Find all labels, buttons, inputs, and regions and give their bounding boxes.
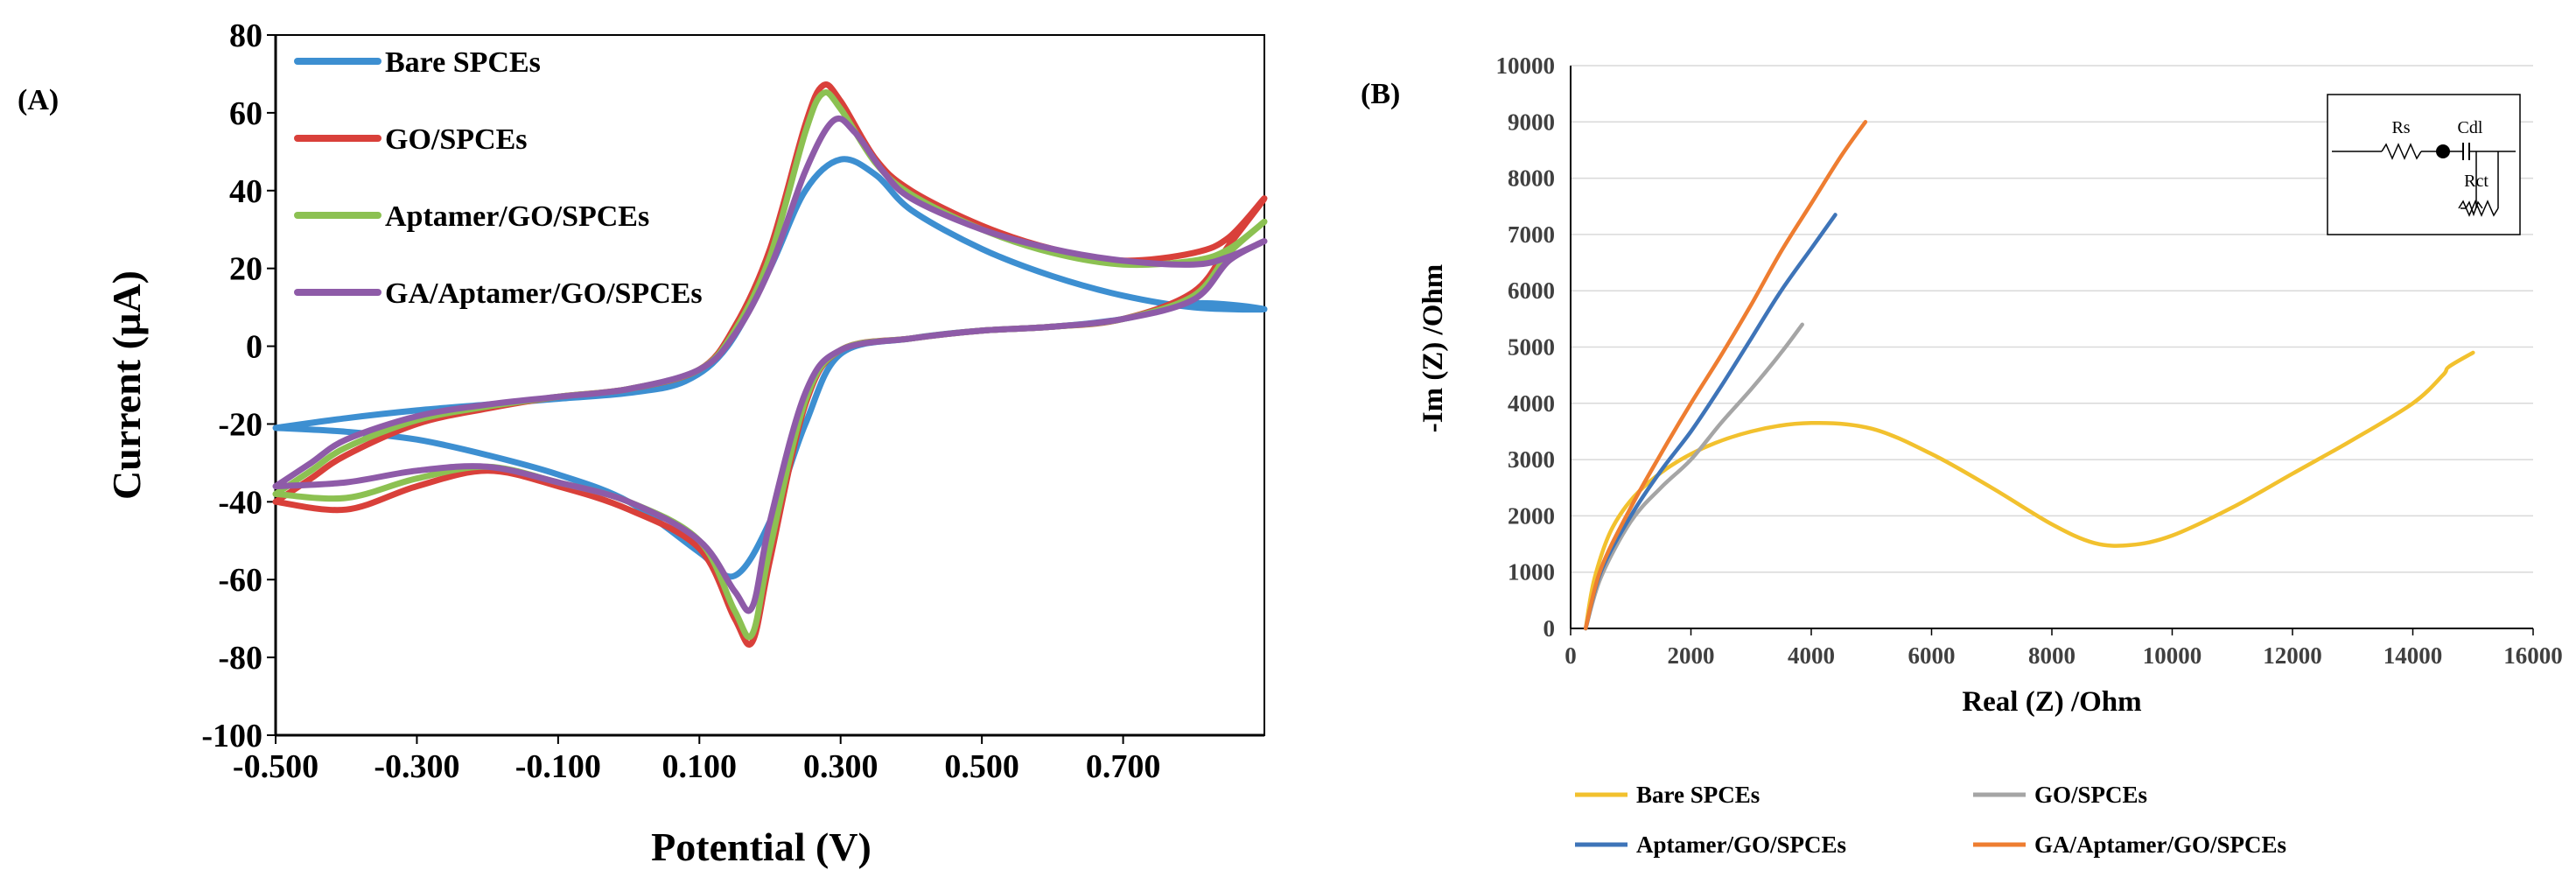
panel-b-xtick-label: 6000 <box>1908 642 1956 669</box>
inset-label-rs: Rs <box>2391 118 2410 137</box>
panel-a-xtick-label: -0.300 <box>374 748 459 785</box>
panel-b-ylabel: -Im (Z) /Ohm <box>1418 264 1449 433</box>
panel-a-xtick-label: 0.100 <box>662 748 738 785</box>
panel-a-legend-label-2: Aptamer/GO/SPCEs <box>385 200 649 233</box>
panel-a-series-line-3 <box>272 115 1268 614</box>
panel-b-legend-label-1: GO/SPCEs <box>2034 782 2147 808</box>
panel-b-y-ticks: 1000090008000700060005000400030002000100… <box>1496 53 1556 642</box>
panel-a-ytick-label: 0 <box>246 329 262 366</box>
panel-b-xtick-label: 14000 <box>2384 642 2443 669</box>
panel-a-xtick-label: 0.300 <box>803 748 878 785</box>
inset-frame <box>2327 94 2521 235</box>
panel-a-xlabel: Potential (V) <box>651 824 872 869</box>
inset-wire-bottom-left <box>2460 200 2483 217</box>
panel-a-ytick-label: -80 <box>218 640 262 677</box>
panel-a-ytick-label: -40 <box>218 484 262 521</box>
panel-a-xtick-label: -0.500 <box>233 748 318 785</box>
panel-a-ytick-label: -20 <box>218 406 262 443</box>
panel-a-legend: Bare SPCEs GO/SPCEs Aptamer/GO/SPCEs GA/Apt… <box>294 46 703 310</box>
inset-label-cdl: Cdl <box>2458 118 2483 137</box>
panel-a-legend-label-3: GA/Aptamer/GO/SPCEs <box>385 277 703 310</box>
panel-b-ytick-label: 3000 <box>1508 446 1555 473</box>
panel-b-ytick-label: 2000 <box>1508 502 1555 529</box>
panel-a-xtick-label: 0.700 <box>1086 748 1161 785</box>
panel-a-legend-label-0: Bare SPCEs <box>385 46 541 79</box>
panel-b-ytick-label: 9000 <box>1508 109 1555 135</box>
panel-b-legend-label-0: Bare SPCEs <box>1636 782 1760 808</box>
equivalent-circuit-inset: Rs Cdl Rct <box>2327 94 2521 235</box>
panel-a-ytick-label: 20 <box>229 251 262 288</box>
panel-b-series-line-2 <box>1583 213 1838 631</box>
panel-b-ytick-label: 5000 <box>1508 334 1555 361</box>
panel-a-xtick-label: -0.100 <box>515 748 601 785</box>
panel-a-ytick-label: 80 <box>229 18 262 54</box>
panel-b-ytick-label: 6000 <box>1508 277 1555 304</box>
panel-a-series <box>272 81 1268 648</box>
panel-b-legend-label-3: GA/Aptamer/GO/SPCEs <box>2034 831 2286 858</box>
inset-label-rct: Rct <box>2464 172 2488 191</box>
panel-a-y-ticks: 80 60 40 20 0 -20 -40 -60 -80 -100 <box>201 18 276 754</box>
panel-b-series-line-0 <box>1583 350 2475 631</box>
panel-b-ytick-label: 4000 <box>1508 390 1555 417</box>
panel-b-xtick-label: 0 <box>1564 642 1577 669</box>
panel-a-ytick-label: 40 <box>229 173 262 210</box>
panel-b-x-ticks: 0 2000 4000 6000 8000 10000 12000 14000 16000 <box>1564 628 2563 669</box>
panel-a-ylabel: Current (µA) <box>104 270 149 500</box>
panel-b-legend-label-2: Aptamer/GO/SPCEs <box>1636 831 1846 858</box>
panel-b-label: (B) <box>1361 78 1400 110</box>
panel-b-series-line-3 <box>1583 120 1868 631</box>
panel-b-xtick-label: 16000 <box>2503 642 2563 669</box>
panel-b-xtick-label: 4000 <box>1788 642 1835 669</box>
panel-a-label: (A) <box>18 84 59 116</box>
panel-a-legend-label-1: GO/SPCEs <box>385 123 527 156</box>
panel-b-ytick-label: 0 <box>1544 615 1556 642</box>
panel-b-ytick-label: 1000 <box>1508 559 1555 586</box>
panel-b-xtick-label: 12000 <box>2263 642 2322 669</box>
resistor-rct-icon <box>2458 200 2499 217</box>
resistor-rs-icon <box>2381 143 2422 160</box>
panel-b-xtick-label: 8000 <box>2028 642 2076 669</box>
panel-a-ytick-label: -100 <box>201 718 262 754</box>
panel-b: (B) 100009000800070006000500040003000200… <box>1361 53 2563 858</box>
panel-a-ytick-label: 60 <box>229 95 262 132</box>
panel-b-series <box>1583 120 2475 631</box>
panel-b-legend: Bare SPCEs GO/SPCEs Aptamer/GO/SPCEs GA/Apt… <box>1575 782 2286 858</box>
panel-b-ytick-label: 7000 <box>1508 221 1555 248</box>
panel-a-series-line-2 <box>272 89 1268 641</box>
panel-b-xlabel: Real (Z) /Ohm <box>1962 686 2141 718</box>
panel-b-ytick-label: 10000 <box>1496 53 1556 79</box>
panel-a-xtick-label: 0.500 <box>944 748 1019 785</box>
panel-a-ytick-label: -60 <box>218 562 262 599</box>
panel-b-ytick-label: 8000 <box>1508 165 1555 192</box>
panel-a: (A) 80 60 40 20 0 -20 -40 -60 -80 -100 -0.500 -0.3… <box>18 18 1268 869</box>
panel-b-xtick-label: 10000 <box>2143 642 2202 669</box>
panel-b-xtick-label: 2000 <box>1668 642 1715 669</box>
panel-a-x-ticks: -0.500 -0.300 -0.100 0.100 0.300 0.500 0.700 <box>233 735 1160 785</box>
panel-b-series-line-1 <box>1583 322 1804 631</box>
